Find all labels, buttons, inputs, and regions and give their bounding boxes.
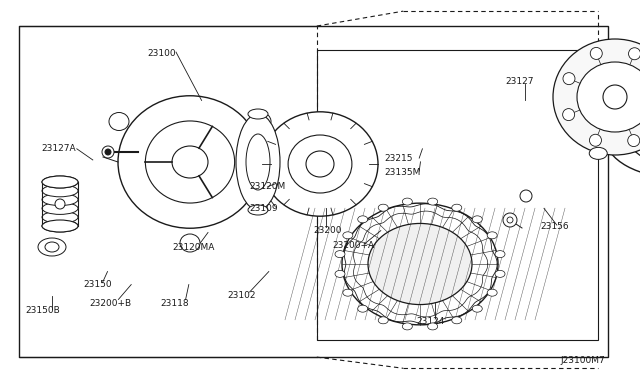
Text: J23100M7: J23100M7	[560, 356, 605, 365]
Circle shape	[507, 217, 513, 223]
Ellipse shape	[55, 199, 65, 209]
Text: 23124: 23124	[416, 317, 444, 326]
Ellipse shape	[42, 202, 78, 214]
Text: 23120M: 23120M	[250, 182, 286, 190]
Text: 23120MA: 23120MA	[173, 243, 215, 252]
Ellipse shape	[358, 305, 368, 312]
Text: 23102: 23102	[227, 291, 256, 300]
Ellipse shape	[180, 234, 200, 252]
Ellipse shape	[452, 317, 462, 324]
Circle shape	[590, 47, 602, 60]
Ellipse shape	[42, 211, 78, 223]
Ellipse shape	[403, 198, 412, 205]
Ellipse shape	[42, 185, 78, 197]
Text: 23156: 23156	[541, 222, 570, 231]
Ellipse shape	[472, 216, 483, 223]
Ellipse shape	[428, 198, 438, 205]
Circle shape	[520, 190, 532, 202]
Text: 23118: 23118	[160, 299, 189, 308]
Circle shape	[628, 135, 640, 147]
Ellipse shape	[38, 238, 66, 256]
Text: 23109: 23109	[250, 204, 278, 213]
Text: 23200+B: 23200+B	[90, 299, 132, 308]
Ellipse shape	[403, 323, 412, 330]
Ellipse shape	[248, 205, 268, 215]
Bar	[19, 26, 608, 357]
Ellipse shape	[42, 193, 78, 206]
Ellipse shape	[428, 323, 438, 330]
Text: 23150: 23150	[83, 280, 112, 289]
Ellipse shape	[42, 220, 78, 232]
Ellipse shape	[342, 203, 498, 325]
Ellipse shape	[605, 66, 640, 148]
Ellipse shape	[343, 289, 353, 296]
Ellipse shape	[42, 220, 78, 232]
Ellipse shape	[495, 251, 505, 258]
Circle shape	[628, 48, 640, 60]
Ellipse shape	[487, 232, 497, 239]
Ellipse shape	[378, 204, 388, 211]
Ellipse shape	[495, 270, 505, 278]
Circle shape	[102, 146, 114, 158]
Text: 23127: 23127	[506, 77, 534, 86]
Text: 23150B: 23150B	[26, 306, 60, 315]
Bar	[317, 50, 598, 340]
Ellipse shape	[45, 242, 59, 252]
Ellipse shape	[358, 216, 368, 223]
Text: 23200+A: 23200+A	[333, 241, 375, 250]
Ellipse shape	[306, 151, 334, 177]
Ellipse shape	[172, 146, 208, 178]
Text: 23215: 23215	[384, 154, 413, 163]
Ellipse shape	[335, 270, 345, 278]
Text: 23200: 23200	[314, 226, 342, 235]
Ellipse shape	[378, 317, 388, 324]
Text: 23100: 23100	[147, 49, 176, 58]
Ellipse shape	[118, 96, 262, 228]
Ellipse shape	[335, 251, 345, 258]
Text: 23127A: 23127A	[42, 144, 76, 153]
Circle shape	[589, 134, 602, 146]
Ellipse shape	[262, 112, 378, 216]
Ellipse shape	[288, 135, 352, 193]
Ellipse shape	[368, 224, 472, 305]
Ellipse shape	[589, 147, 607, 159]
Ellipse shape	[145, 121, 235, 203]
Ellipse shape	[236, 114, 280, 210]
Circle shape	[105, 149, 111, 155]
Circle shape	[603, 85, 627, 109]
Circle shape	[503, 213, 517, 227]
Ellipse shape	[109, 112, 129, 131]
Ellipse shape	[628, 78, 640, 136]
Text: 23135M: 23135M	[384, 169, 420, 177]
Ellipse shape	[553, 39, 640, 155]
Ellipse shape	[487, 289, 497, 296]
Ellipse shape	[343, 232, 353, 239]
Ellipse shape	[577, 62, 640, 132]
Ellipse shape	[42, 176, 78, 188]
Ellipse shape	[452, 204, 462, 211]
Ellipse shape	[628, 108, 640, 166]
Ellipse shape	[42, 176, 78, 188]
Ellipse shape	[472, 305, 483, 312]
Ellipse shape	[246, 134, 270, 190]
Circle shape	[563, 73, 575, 85]
Ellipse shape	[251, 112, 271, 131]
Ellipse shape	[605, 96, 640, 178]
Circle shape	[563, 109, 575, 121]
Ellipse shape	[248, 109, 268, 119]
